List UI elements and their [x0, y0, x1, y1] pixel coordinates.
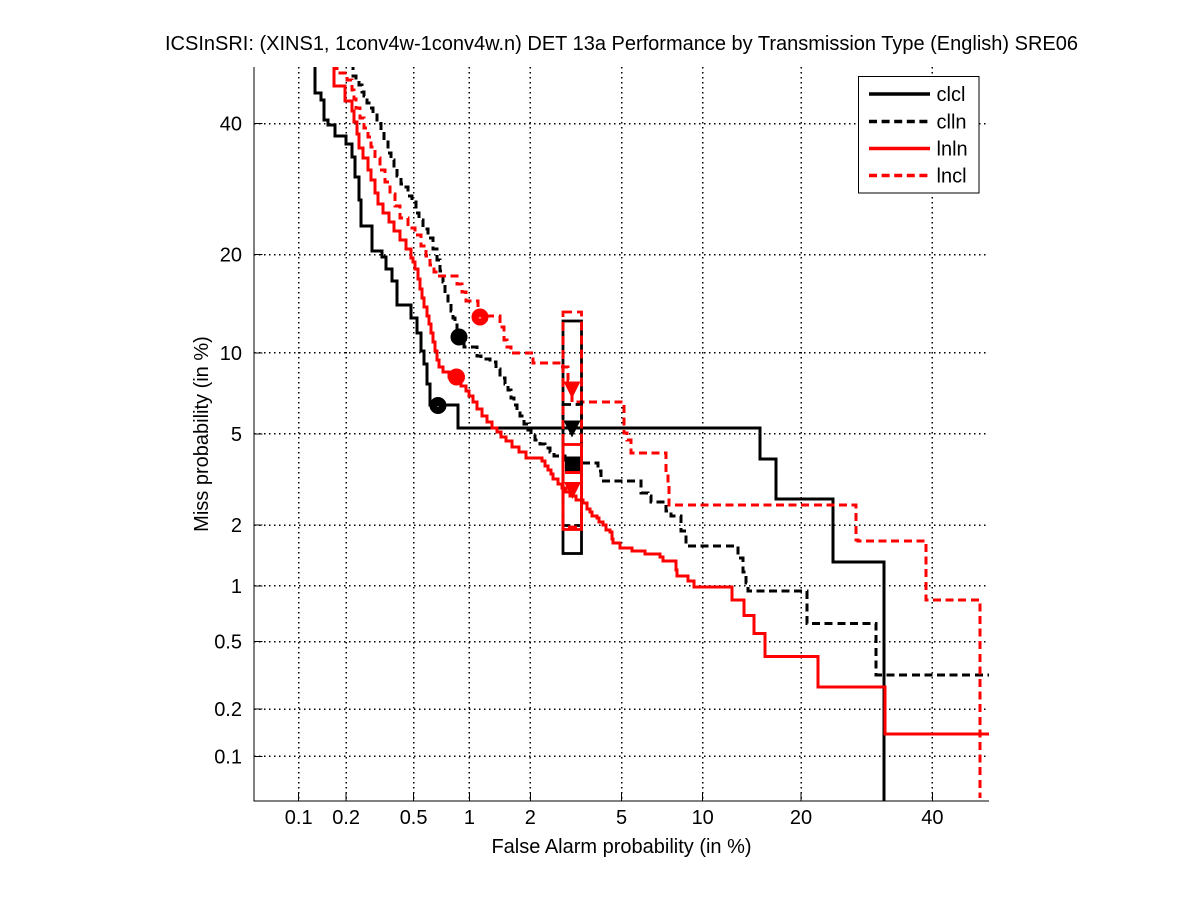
svg-text:ICSInSRI: (XINS1, 1conv4w-1con: ICSInSRI: (XINS1, 1conv4w-1conv4w.n) DET… — [165, 33, 1078, 55]
svg-text:0.1: 0.1 — [214, 746, 242, 768]
svg-text:0.2: 0.2 — [214, 699, 242, 721]
svg-text:20: 20 — [790, 807, 812, 829]
svg-text:5: 5 — [231, 424, 242, 446]
svg-text:20: 20 — [220, 245, 242, 267]
svg-text:clln: clln — [937, 112, 967, 134]
svg-text:0.1: 0.1 — [285, 807, 313, 829]
svg-text:2: 2 — [525, 807, 536, 829]
svg-text:lncl: lncl — [937, 166, 967, 188]
svg-text:40: 40 — [921, 807, 943, 829]
svg-text:40: 40 — [220, 114, 242, 136]
svg-text:lnln: lnln — [937, 139, 968, 161]
svg-text:False Alarm probability (in %): False Alarm probability (in %) — [491, 836, 751, 858]
svg-text:10: 10 — [692, 807, 714, 829]
svg-text:2: 2 — [231, 515, 242, 537]
svg-text:1: 1 — [464, 807, 475, 829]
svg-text:0.2: 0.2 — [332, 807, 360, 829]
svg-text:5: 5 — [616, 807, 627, 829]
svg-text:10: 10 — [220, 343, 242, 365]
svg-text:0.5: 0.5 — [214, 632, 242, 654]
svg-text:1: 1 — [231, 576, 242, 598]
svg-text:Miss probability (in %): Miss probability (in %) — [191, 336, 213, 532]
svg-text:clcl: clcl — [937, 84, 966, 106]
svg-text:0.5: 0.5 — [400, 807, 428, 829]
